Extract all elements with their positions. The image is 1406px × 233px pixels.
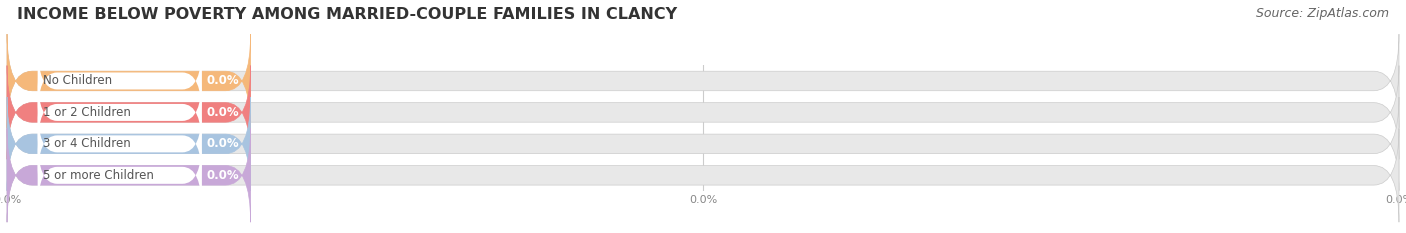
- FancyBboxPatch shape: [7, 65, 1399, 159]
- FancyBboxPatch shape: [38, 77, 202, 148]
- FancyBboxPatch shape: [7, 34, 1399, 128]
- Text: No Children: No Children: [44, 75, 112, 87]
- FancyBboxPatch shape: [7, 65, 250, 159]
- Text: 1 or 2 Children: 1 or 2 Children: [44, 106, 131, 119]
- Text: INCOME BELOW POVERTY AMONG MARRIED-COUPLE FAMILIES IN CLANCY: INCOME BELOW POVERTY AMONG MARRIED-COUPL…: [17, 7, 678, 22]
- Text: 0.0%: 0.0%: [207, 137, 239, 150]
- FancyBboxPatch shape: [7, 34, 250, 128]
- Text: 0.0%: 0.0%: [207, 106, 239, 119]
- FancyBboxPatch shape: [38, 140, 202, 211]
- Text: 3 or 4 Children: 3 or 4 Children: [44, 137, 131, 150]
- FancyBboxPatch shape: [7, 97, 1399, 191]
- Text: 0.0%: 0.0%: [207, 75, 239, 87]
- Text: 0.0%: 0.0%: [207, 169, 239, 182]
- FancyBboxPatch shape: [38, 45, 202, 116]
- Text: Source: ZipAtlas.com: Source: ZipAtlas.com: [1256, 7, 1389, 20]
- FancyBboxPatch shape: [7, 128, 250, 222]
- FancyBboxPatch shape: [7, 97, 250, 191]
- FancyBboxPatch shape: [38, 108, 202, 179]
- Text: 5 or more Children: 5 or more Children: [44, 169, 155, 182]
- FancyBboxPatch shape: [7, 128, 1399, 222]
